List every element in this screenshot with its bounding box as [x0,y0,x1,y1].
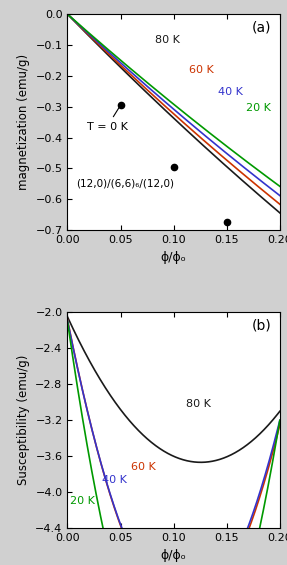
Y-axis label: magnetization (emu/g): magnetization (emu/g) [17,54,30,190]
Text: (b): (b) [252,319,272,333]
Text: 20 K: 20 K [246,103,271,114]
Text: T = 0 K: T = 0 K [87,107,127,132]
Text: (12,0)/(6,6)₆/(12,0): (12,0)/(6,6)₆/(12,0) [76,179,174,189]
X-axis label: ϕ/ϕₒ: ϕ/ϕₒ [161,549,187,562]
Text: 40 K: 40 K [102,475,127,485]
Text: (a): (a) [252,20,272,34]
Text: 40 K: 40 K [218,87,243,97]
Y-axis label: Susceptibility (emu/g): Susceptibility (emu/g) [17,355,30,485]
Text: 80 K: 80 K [186,399,211,408]
X-axis label: ϕ/ϕₒ: ϕ/ϕₒ [161,250,187,263]
Text: 60 K: 60 K [189,65,213,75]
Text: 80 K: 80 K [154,34,179,45]
Text: 20 K: 20 K [69,496,94,506]
Text: 60 K: 60 K [131,462,156,472]
